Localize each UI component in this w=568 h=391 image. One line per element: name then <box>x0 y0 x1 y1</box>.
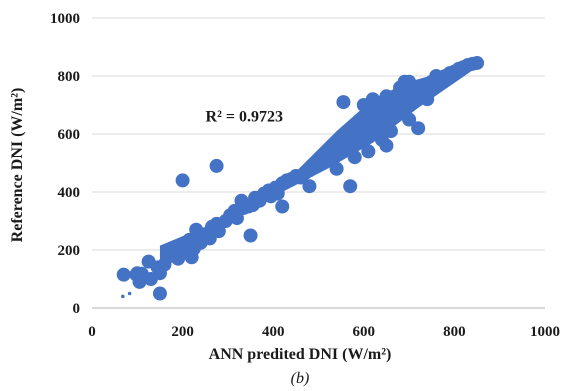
data-point <box>329 161 344 176</box>
data-point <box>374 132 389 147</box>
data-point <box>397 74 412 89</box>
y-tick-label: 800 <box>58 69 81 85</box>
data-point <box>229 211 244 226</box>
data-point <box>336 95 351 110</box>
data-point <box>347 150 362 165</box>
figure-caption: (b) <box>291 370 310 387</box>
data-point <box>420 92 435 107</box>
x-tick-label: 1000 <box>530 324 560 340</box>
x-tick-label: 0 <box>88 324 96 340</box>
data-point <box>365 92 380 107</box>
data-point <box>470 55 485 70</box>
data-point <box>184 250 199 265</box>
data-point <box>127 291 132 296</box>
y-tick-label: 600 <box>58 127 81 143</box>
data-point <box>383 124 398 139</box>
data-point <box>211 224 226 239</box>
data-point <box>402 112 417 127</box>
y-tick-label: 200 <box>58 243 81 259</box>
data-point <box>121 294 125 299</box>
data-point <box>379 89 394 104</box>
data-point <box>302 179 317 194</box>
data-point <box>209 158 224 173</box>
data-points <box>116 55 485 301</box>
data-point <box>429 69 444 83</box>
r-squared-annotation: R² = 0.9723 <box>206 109 283 126</box>
data-point <box>116 267 131 282</box>
x-tick-label: 600 <box>353 324 376 340</box>
data-point <box>152 286 167 301</box>
data-point <box>243 228 258 243</box>
y-tick-label: 400 <box>58 185 81 201</box>
y-tick-label: 1000 <box>50 11 80 27</box>
data-point <box>275 199 290 214</box>
y-tick-labels: 0 200 400 600 800 1000 <box>50 11 80 317</box>
x-tick-label: 400 <box>262 324 285 340</box>
x-axis-title: ANN predited DNI (W/m²) <box>209 346 392 363</box>
y-axis-title: Reference DNI (W/m²) <box>9 88 26 243</box>
x-tick-label: 200 <box>171 324 194 340</box>
gridlines <box>92 17 545 251</box>
x-tick-label: 800 <box>443 324 466 340</box>
data-point <box>129 267 144 282</box>
x-tick-labels: 0 200 400 600 800 1000 <box>88 324 560 340</box>
y-tick-label: 0 <box>73 301 81 317</box>
data-point <box>343 179 358 194</box>
data-point <box>411 121 426 136</box>
data-point <box>175 173 190 188</box>
data-point <box>361 144 376 159</box>
